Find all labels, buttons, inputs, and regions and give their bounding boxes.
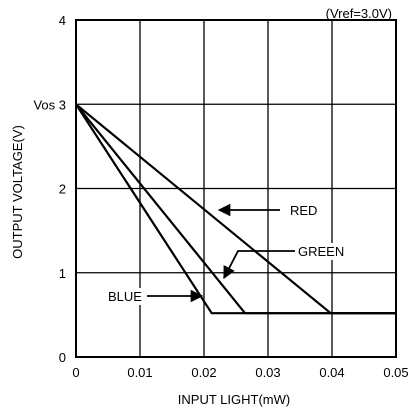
series-line-green <box>75 103 396 315</box>
grid <box>75 19 397 358</box>
y-tick-label: 4 <box>59 13 66 28</box>
x-tick-label: 0.04 <box>319 365 344 380</box>
series-line-blue <box>75 103 396 315</box>
x-tick-label: 0.03 <box>255 365 280 380</box>
annotation-label-green: GREEN <box>298 244 344 259</box>
tick-labels: 0 0.01 0.02 0.03 0.04 0.05 0 1 2 Vos 3 4 <box>33 13 408 380</box>
annotation-label-background <box>287 202 320 219</box>
x-tick-label: 0.05 <box>383 365 408 380</box>
y-tick-label: 1 <box>59 266 66 281</box>
y-axis-label: OUTPUT VOLTAGE(V) <box>10 125 25 259</box>
y-tick-label: Vos 3 <box>33 97 66 112</box>
x-axis-label: INPUT LIGHT(mW) <box>178 392 290 407</box>
y-tick-label: 0 <box>59 350 66 365</box>
series-line-red <box>75 103 396 315</box>
annotation-label-background <box>295 243 346 260</box>
x-tick-label: 0.01 <box>127 365 152 380</box>
annotation-arrow-green <box>223 250 295 280</box>
y-tick-label: 2 <box>59 182 66 197</box>
x-tick-label: 0 <box>72 365 79 380</box>
annotation-label-blue: BLUE <box>108 289 142 304</box>
reference-note: (Vref=3.0V) <box>326 6 392 21</box>
plot-frame <box>75 19 397 358</box>
x-tick-label: 0.02 <box>191 365 216 380</box>
annotations: RED GREEN BLUE <box>105 202 346 305</box>
series-lines <box>75 103 396 315</box>
annotation-label-red: RED <box>290 203 317 218</box>
annotation-label-background <box>105 288 147 305</box>
